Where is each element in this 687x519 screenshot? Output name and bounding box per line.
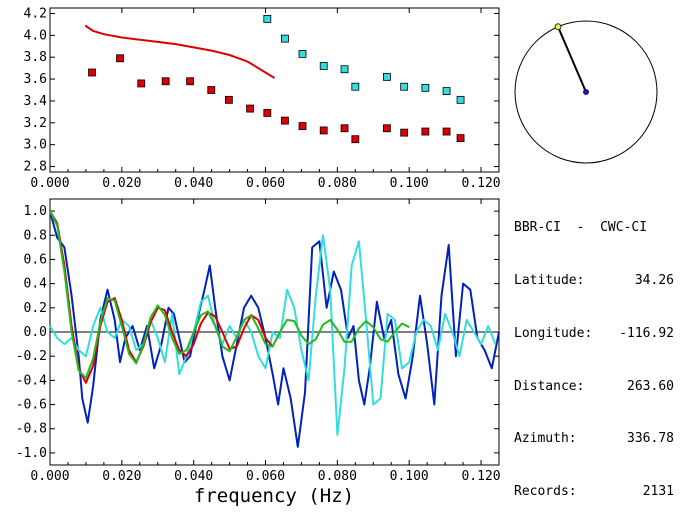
red-velocity-point <box>400 128 409 137</box>
velocity-x-tick-label: 0.080 <box>318 176 357 191</box>
station-pair-title: BBR-CI - CWC-CI <box>514 220 648 236</box>
red-velocity-point <box>137 79 146 88</box>
velocity-y-tick-label: 2.8 <box>24 160 47 175</box>
velocity-x-tick-label: 0.000 <box>30 176 69 191</box>
blue-coherency-curve <box>49 210 500 448</box>
coherency-y-tick-label: -0.2 <box>16 349 47 364</box>
red-velocity-point <box>224 95 233 104</box>
cyan-coherency-curve <box>49 234 497 436</box>
velocity-y-tick-label: 4.2 <box>24 6 47 21</box>
info-row-records: Records: 2131 <box>514 483 674 501</box>
coherency-y-tick-label: 0.2 <box>24 301 47 316</box>
records-value: 2131 <box>642 484 674 500</box>
station-end-dot <box>554 23 562 31</box>
info-row-distance: Distance: 263.60 <box>514 378 674 396</box>
velocity-y-tick-label: 3.6 <box>24 72 47 87</box>
coherency-y-tick-label: 0.0 <box>24 325 47 340</box>
velocity-model-curve <box>84 24 276 79</box>
velocity-y-tick-label: 3.4 <box>24 94 48 109</box>
red-velocity-point <box>319 126 328 135</box>
cyan-velocity-point <box>351 82 360 91</box>
red-velocity-point <box>246 104 254 113</box>
coherency-panel: 0.000 0.020 0.040 0.060 0.080 0.100 0.120 1.0 0.… <box>16 198 501 507</box>
velocity-y-tick-label: 3.2 <box>24 116 47 131</box>
cyan-velocity-point <box>456 95 465 104</box>
x-axis-label: frequency (Hz) <box>194 485 354 507</box>
coherency-y-tick-label: -0.8 <box>16 422 47 437</box>
latitude-value: 34.26 <box>634 272 674 288</box>
cyan-velocity-point <box>281 34 289 43</box>
azimuth-value: 336.78 <box>627 431 674 447</box>
red-velocity-point <box>442 127 451 136</box>
coherency-x-tick-label: 0.040 <box>174 469 213 484</box>
longitude-value: -116.92 <box>619 325 674 341</box>
coherency-y-tick-label: 0.8 <box>24 228 47 243</box>
coherency-y-tick-label: 0.4 <box>24 277 48 292</box>
distance-label: Distance: <box>514 378 585 394</box>
velocity-x-tick-label: 0.100 <box>390 176 429 191</box>
coherency-y-tick-label: -0.4 <box>16 373 47 388</box>
records-label: Records: <box>514 484 577 500</box>
red-velocity-point <box>383 124 391 133</box>
velocity-plot-frame <box>49 7 500 173</box>
cyan-velocity-point <box>400 82 409 91</box>
red-velocity-point <box>456 134 465 143</box>
velocity-panel: 0.000 0.020 0.040 0.060 0.080 0.100 0.120 2.8 3.… <box>24 6 501 191</box>
cyan-velocity-point <box>298 50 307 58</box>
coherency-x-tick-label: 0.020 <box>102 469 141 484</box>
cyan-velocity-point <box>263 15 272 23</box>
red-bessel-curve <box>49 210 274 384</box>
info-row-latitude: Latitude: 34.26 <box>514 272 674 290</box>
station-center-dot <box>583 89 589 95</box>
velocity-y-tick-label: 3.8 <box>24 50 47 65</box>
red-velocity-point <box>281 116 289 125</box>
cyan-velocity-point <box>340 65 349 74</box>
azimuth-label: Azimuth: <box>514 431 577 447</box>
cyan-velocity-point <box>442 87 451 95</box>
red-velocity-point <box>421 127 430 136</box>
latitude-label: Latitude: <box>514 272 585 288</box>
station-info-panel: BBR-CI - CWC-CI Latitude: 34.26 Longitud… <box>514 184 674 518</box>
coherency-y-tick-label: 1.0 <box>24 204 47 219</box>
red-velocity-point <box>88 68 96 77</box>
info-row-azimuth: Azimuth: 336.78 <box>514 430 674 448</box>
red-velocity-point <box>207 86 216 94</box>
info-row-longitude: Longitude: -116.92 <box>514 325 674 343</box>
velocity-y-tick-label: 4.0 <box>24 28 47 43</box>
azimuth-line <box>557 26 587 93</box>
coherency-x-tick-label: 0.080 <box>318 469 357 484</box>
coherency-x-tick-label: 0.000 <box>30 469 69 484</box>
velocity-x-tick-label: 0.060 <box>246 176 285 191</box>
red-velocity-point <box>351 135 360 144</box>
azimuth-diagram <box>514 20 658 164</box>
red-velocity-point <box>298 122 307 130</box>
red-velocity-point <box>186 77 194 86</box>
distance-value: 263.60 <box>627 378 674 394</box>
cyan-velocity-point <box>421 83 430 92</box>
cyan-velocity-point <box>383 72 391 81</box>
velocity-x-tick-label: 0.120 <box>461 176 500 191</box>
velocity-x-tick-label: 0.020 <box>102 176 141 191</box>
velocity-y-tick-label: 3.0 <box>24 138 47 153</box>
coherency-y-tick-label: 0.6 <box>24 252 47 267</box>
red-velocity-point <box>263 109 272 117</box>
coherency-x-tick-label: 0.120 <box>461 469 500 484</box>
red-velocity-point <box>161 77 170 86</box>
coherency-x-tick-label: 0.060 <box>246 469 285 484</box>
velocity-x-tick-label: 0.040 <box>174 176 213 191</box>
green-bessel-curve <box>49 210 410 379</box>
red-velocity-point <box>340 124 349 133</box>
azimuth-circle <box>514 20 658 164</box>
red-velocity-point <box>116 54 124 63</box>
longitude-label: Longitude: <box>514 325 593 341</box>
cyan-velocity-point <box>319 62 328 70</box>
coherency-x-tick-label: 0.100 <box>390 469 429 484</box>
coherency-y-tick-label: -1.0 <box>16 446 47 461</box>
coherency-y-tick-label: -0.6 <box>16 398 47 413</box>
